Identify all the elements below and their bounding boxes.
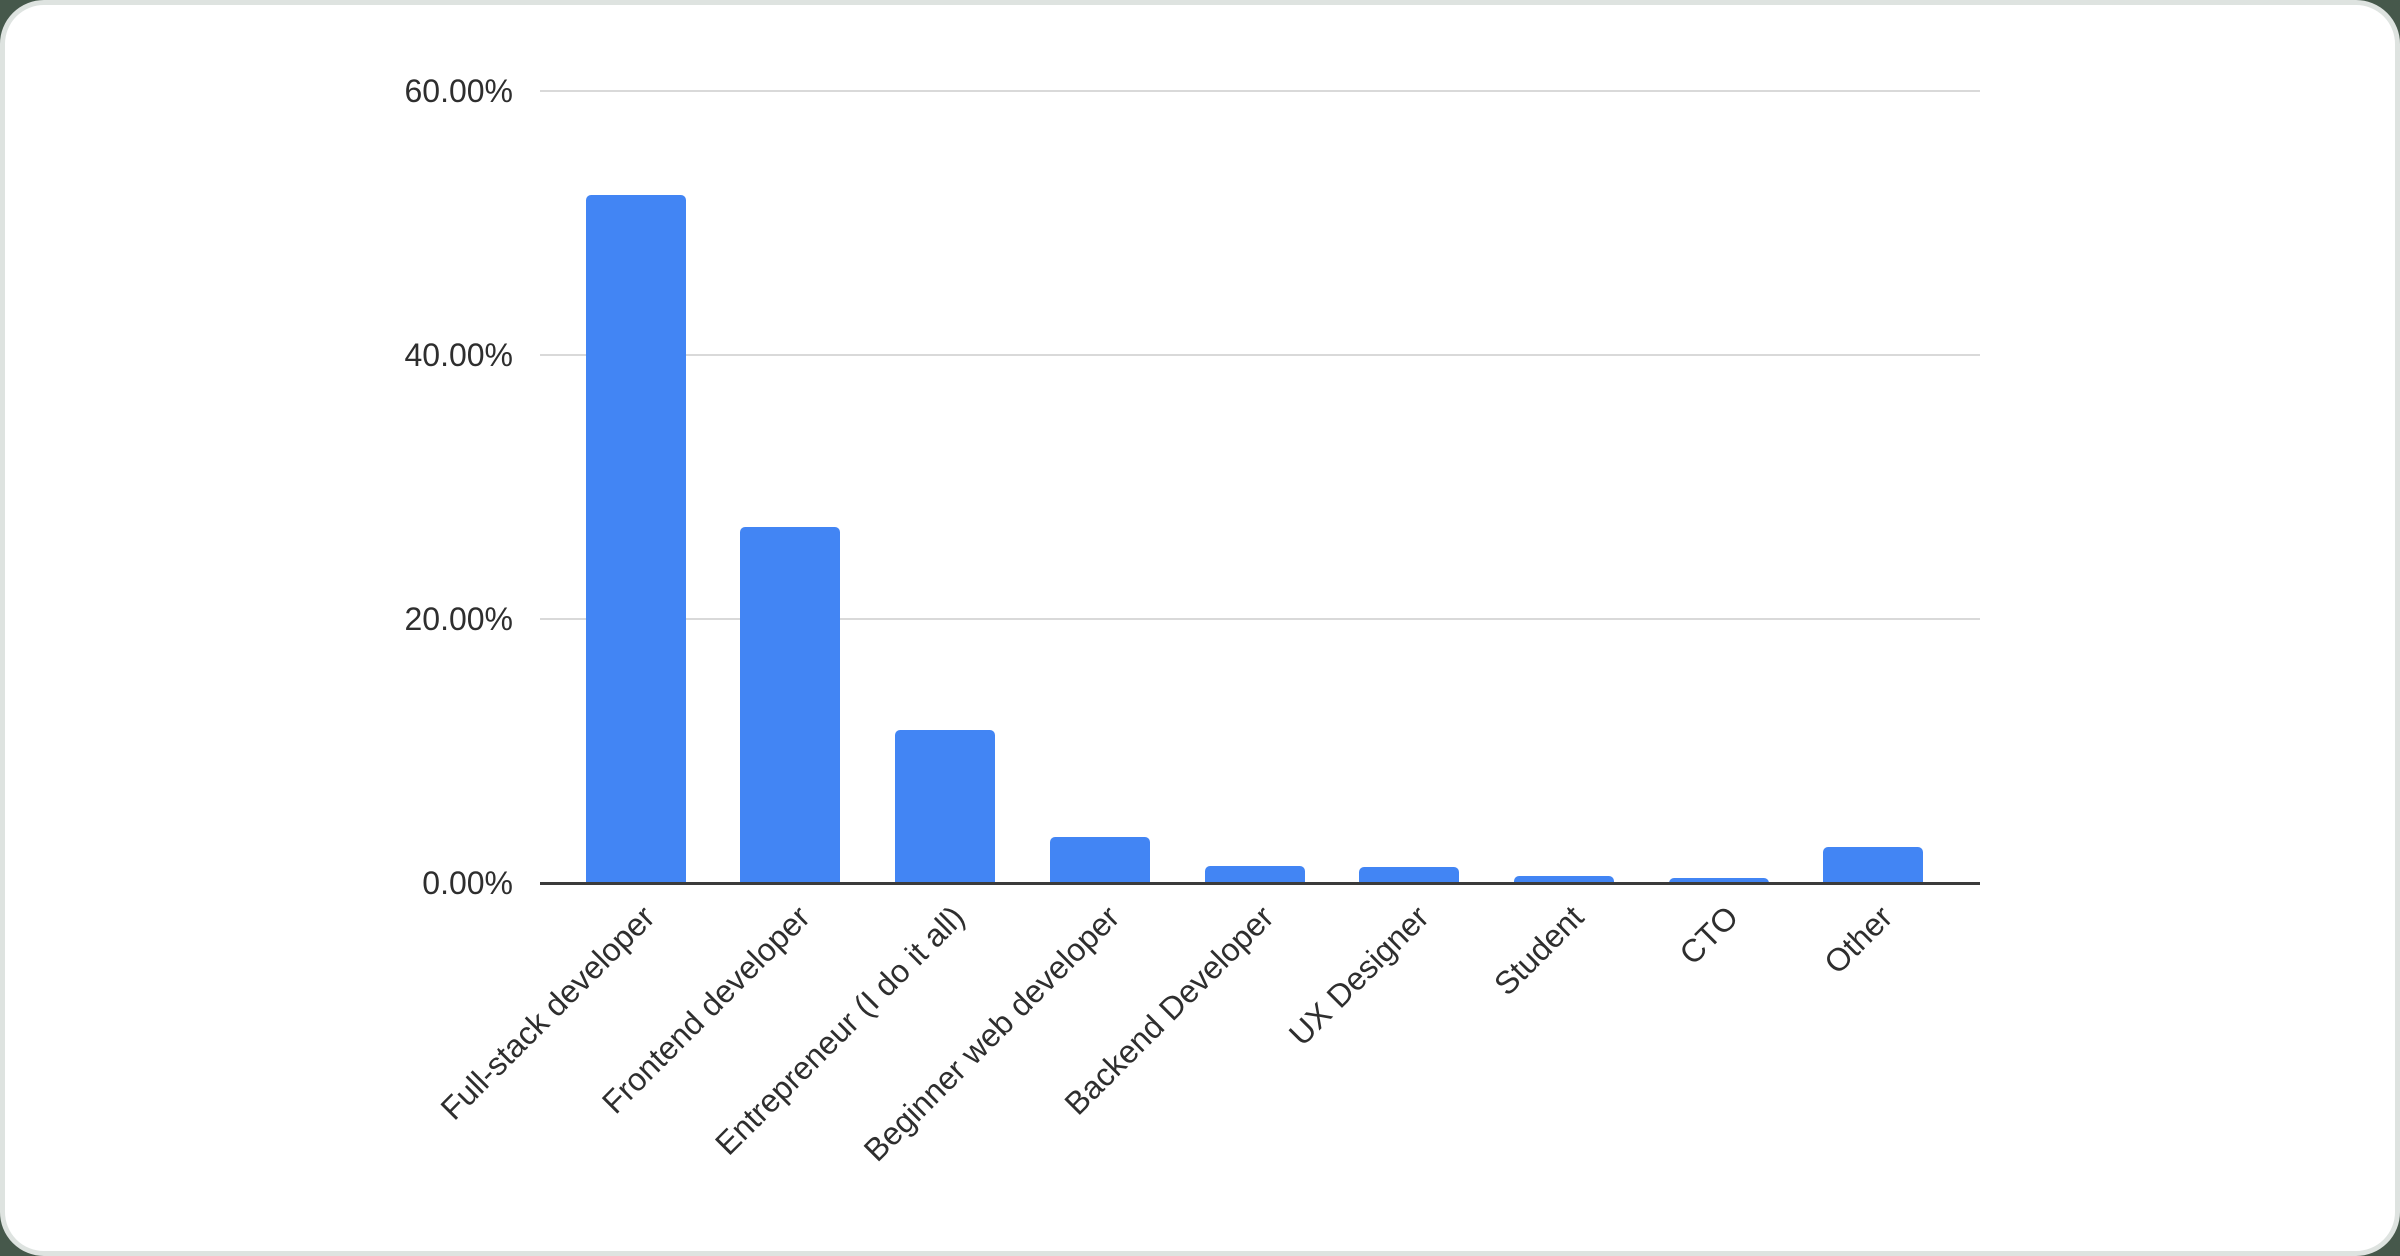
- x-tick-label-entrepreneur-i-do-it-all: Entrepreneur (I do it all): [708, 898, 972, 1162]
- bar-frontend-developer: [740, 526, 841, 883]
- bar-cto: [1668, 878, 1769, 883]
- y-tick-label-40: 40.00%: [404, 337, 513, 373]
- x-tick-label-cto: CTO: [1671, 898, 1745, 972]
- bar-backend-developer: [1204, 865, 1305, 883]
- x-tick-label-beginner-web-developer: Beginner web developer: [856, 898, 1126, 1169]
- gridline-20: [540, 618, 1980, 620]
- gridline-60: [540, 90, 1980, 92]
- y-tick-label-20: 20.00%: [404, 601, 513, 637]
- bar-full-stack-developer: [585, 195, 686, 883]
- gridline-40: [540, 354, 1980, 356]
- bar-student: [1513, 876, 1614, 883]
- bar-beginner-web-developer: [1049, 836, 1150, 883]
- bar-entrepreneur-i-do-it-all: [895, 729, 996, 883]
- y-tick-label-60: 60.00%: [404, 73, 513, 109]
- y-tick-label-0: 0.00%: [422, 865, 513, 901]
- x-tick-label-other: Other: [1817, 898, 1900, 981]
- x-tick-label-student: Student: [1486, 898, 1591, 1003]
- bar-ux-designer: [1359, 866, 1460, 883]
- x-tick-label-ux-designer: UX Designer: [1281, 898, 1436, 1053]
- bar-other: [1823, 847, 1924, 883]
- x-axis-line: [540, 882, 1980, 885]
